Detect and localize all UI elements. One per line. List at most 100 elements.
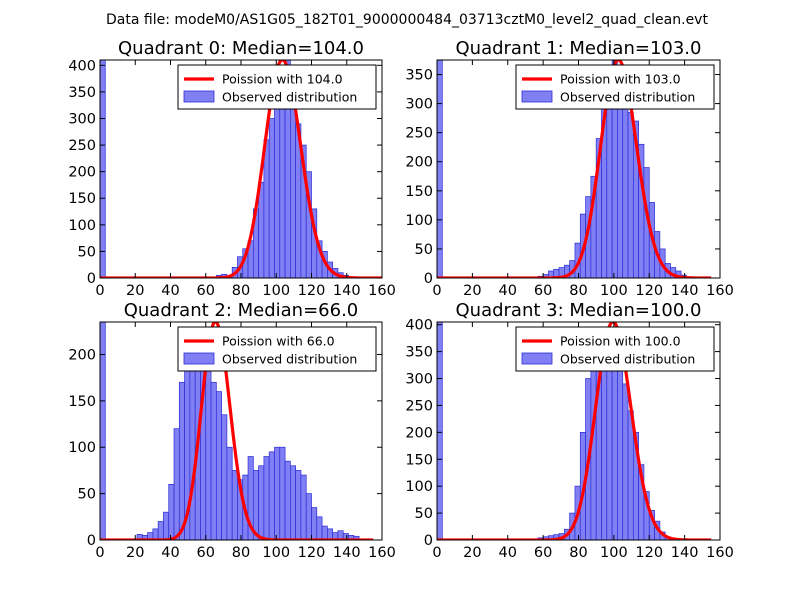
histogram-bar [279, 446, 286, 540]
x-tick-label: 100 [600, 545, 628, 561]
histogram-bar [437, 60, 443, 278]
histogram-bar [221, 414, 228, 540]
legend: Poission with 100.0 Observed distribution [515, 326, 715, 372]
x-tick-label: 20 [463, 545, 481, 561]
x-tick-label: 40 [161, 545, 179, 561]
y-tick-label: 50 [78, 487, 96, 503]
histogram-bar [226, 446, 233, 540]
x-tick-label: 80 [569, 283, 587, 299]
plot-area [437, 60, 712, 278]
x-tick-label: 60 [197, 545, 215, 561]
histogram-bar [263, 139, 270, 278]
x-tick-label: 80 [232, 283, 250, 299]
y-tick-label: 0 [424, 533, 433, 549]
x-tick-label: 60 [534, 283, 552, 299]
legend-label-poisson: Poission with 66.0 [222, 334, 335, 349]
x-tick-label: 160 [706, 283, 734, 299]
histogram-bar [606, 345, 613, 540]
legend-label-observed: Observed distribution [560, 90, 695, 105]
x-tick-label: 120 [635, 283, 663, 299]
subplot-0: Quadrant 0: Median=104.0 0 20 40 60 80 100 120 1… [68, 38, 396, 299]
histogram-bar [215, 391, 222, 540]
subplot-1: Quadrant 1: Median=103.0 0 20 40 60 80 100 120 1… [405, 38, 734, 299]
y-tick-label: 350 [405, 68, 433, 84]
poisson-curve [100, 322, 374, 540]
y-tick-label: 300 [405, 372, 433, 388]
y-tick-label: 0 [424, 271, 433, 287]
legend-label-poisson: Poission with 103.0 [560, 72, 681, 87]
y-tick-label: 200 [405, 155, 433, 171]
y-tick-label: 0 [87, 271, 96, 287]
y-tick-label: 400 [68, 58, 96, 74]
subplot-title: Quadrant 3: Median=100.0 [456, 300, 702, 321]
y-tick-label: 250 [68, 138, 96, 154]
x-tick-label: 20 [463, 283, 481, 299]
histogram-bar [316, 516, 323, 540]
x-tick-label: 140 [671, 545, 699, 561]
y-tick-label: 100 [68, 440, 96, 456]
histogram-bar [152, 528, 159, 540]
y-tick-label: 350 [405, 345, 433, 361]
plot-area [100, 322, 374, 540]
histogram-bar [274, 446, 281, 540]
subplot-title: Quadrant 1: Median=103.0 [456, 38, 702, 59]
histogram-bar [189, 354, 196, 540]
legend-label-observed: Observed distribution [222, 90, 357, 105]
y-tick-label: 250 [405, 126, 433, 142]
x-tick-label: 120 [298, 283, 326, 299]
legend-label-poisson: Poission with 104.0 [222, 72, 343, 87]
x-tick-label: 0 [432, 545, 441, 561]
poisson-curve [437, 60, 712, 278]
y-tick-label: 400 [405, 318, 433, 334]
y-tick-label: 200 [68, 165, 96, 181]
poisson-curve [100, 60, 382, 278]
subplot-3: Quadrant 3: Median=100.0 0 20 40 60 80 100 120 1… [405, 300, 734, 561]
y-tick-label: 250 [405, 398, 433, 414]
histogram-bar [606, 79, 613, 278]
histogram-bar [168, 483, 175, 540]
y-tick-label: 350 [68, 85, 96, 101]
y-tick-label: 200 [405, 425, 433, 441]
histogram-bar [173, 428, 180, 540]
x-tick-label: 40 [499, 283, 517, 299]
y-tick-label: 150 [68, 191, 96, 207]
histogram-bar [274, 96, 281, 278]
histogram-bar [205, 358, 212, 540]
histogram-bar [157, 521, 164, 540]
x-tick-label: 160 [368, 545, 396, 561]
histogram-bar [290, 465, 296, 540]
histogram-bar [231, 470, 238, 540]
y-tick-label: 50 [415, 242, 433, 258]
histogram-bar [437, 322, 443, 540]
poisson-curve [437, 322, 712, 540]
legend-bar-swatch [183, 90, 215, 103]
histogram-bar [290, 88, 296, 278]
x-tick-label: 80 [569, 545, 587, 561]
histogram-bar [321, 525, 328, 540]
histogram-bar [622, 383, 629, 540]
legend-bar-swatch [521, 90, 553, 103]
histogram-bar [163, 511, 170, 540]
x-tick-label: 40 [161, 283, 179, 299]
histogram-bar [210, 381, 217, 540]
x-tick-label: 0 [432, 283, 441, 299]
y-tick-label: 0 [87, 533, 96, 549]
y-tick-label: 200 [68, 347, 96, 363]
y-tick-label: 300 [405, 97, 433, 113]
x-tick-label: 120 [635, 545, 663, 561]
x-tick-label: 140 [333, 283, 361, 299]
y-tick-label: 300 [68, 111, 96, 127]
legend: Poission with 66.0 Observed distribution [177, 326, 377, 372]
y-tick-label: 150 [405, 184, 433, 200]
histogram-bar [327, 528, 333, 540]
y-tick-label: 150 [405, 452, 433, 468]
y-tick-label: 100 [405, 213, 433, 229]
x-tick-label: 100 [600, 283, 628, 299]
histogram-bar [268, 118, 275, 278]
x-tick-label: 0 [95, 283, 104, 299]
subplot-title: Quadrant 2: Median=66.0 [124, 300, 359, 321]
x-tick-label: 20 [126, 283, 144, 299]
histogram-bar [100, 322, 106, 540]
x-tick-label: 20 [126, 545, 144, 561]
